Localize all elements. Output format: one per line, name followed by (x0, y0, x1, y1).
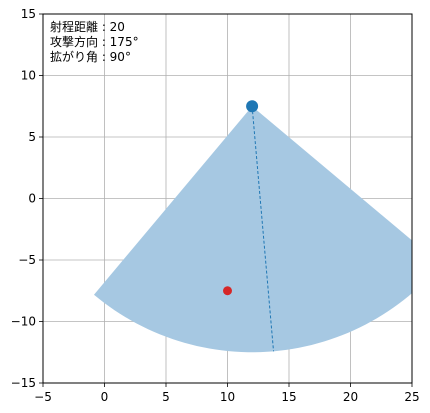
x-tick-label: 0 (101, 390, 109, 404)
axis-ticks: −5 0 5 10 15 20 25 −15 −10 −5 0 5 10 15 (11, 7, 420, 404)
info-spread: 拡がり角 : 90° (50, 49, 131, 64)
info-range: 射程距離 : 20 (50, 19, 125, 34)
y-tick-label: 5 (28, 130, 36, 144)
x-tick-label: 15 (281, 390, 296, 404)
attack-sector (93, 106, 412, 353)
x-tick-label: 25 (404, 390, 419, 404)
y-tick-label: −15 (11, 376, 36, 390)
info-direction: 攻撃方向 : 175° (50, 34, 139, 49)
x-tick-label: −5 (34, 390, 52, 404)
target-point (223, 286, 232, 296)
x-tick-label: 5 (162, 390, 170, 404)
y-tick-label: 0 (28, 192, 36, 206)
attack-direction-line (251, 106, 275, 352)
y-tick-label: 10 (21, 69, 36, 83)
x-tick-label: 10 (220, 390, 235, 404)
info-text: 射程距離 : 20 攻撃方向 : 175° 拡がり角 : 90° (50, 19, 139, 64)
x-tick-label: 20 (343, 390, 358, 404)
y-tick-label: −10 (11, 315, 36, 329)
attacker-point (246, 100, 259, 113)
y-tick-label: 15 (21, 7, 36, 21)
y-tick-label: −5 (18, 253, 36, 267)
